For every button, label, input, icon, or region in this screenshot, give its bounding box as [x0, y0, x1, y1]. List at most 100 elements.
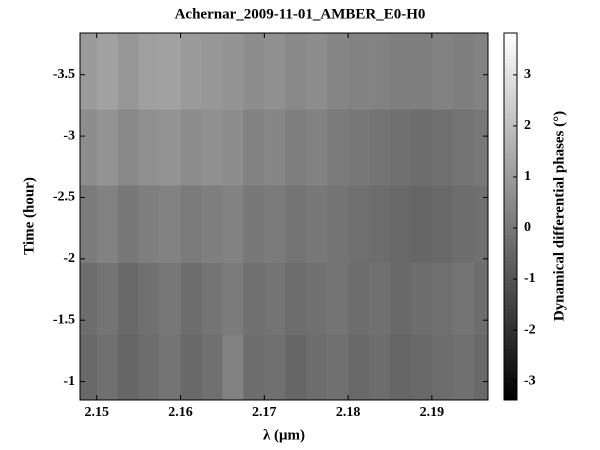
heatmap-cell: [201, 185, 223, 263]
heatmap-cell: [159, 334, 181, 400]
x-axis-label: λ (μm): [263, 427, 305, 443]
colorbar-step: [504, 275, 517, 280]
colorbar-step: [504, 168, 517, 173]
colorbar-step: [504, 157, 517, 162]
colorbar-step: [504, 190, 517, 195]
heatmap-cell: [243, 262, 265, 336]
colorbar-tick-label: 1: [524, 169, 531, 184]
heatmap-cell: [452, 33, 475, 110]
heatmap-cell: [473, 262, 488, 336]
colorbar-step: [504, 66, 517, 71]
heatmap-cell: [410, 33, 433, 110]
heatmap-cell: [369, 33, 391, 110]
x-tick-label: 2.16: [168, 405, 193, 420]
heatmap-cell: [327, 334, 349, 400]
colorbar-step: [504, 249, 517, 254]
heatmap-cell: [473, 109, 488, 186]
colorbar-step: [504, 106, 517, 111]
heatmap-cell: [452, 109, 475, 186]
heatmap-cell: [431, 334, 454, 400]
colorbar-step: [504, 113, 517, 118]
colorbar-step: [504, 124, 517, 129]
colorbar-step: [504, 62, 517, 67]
heatmap-cell: [159, 33, 181, 110]
colorbar-tick-label: -2: [524, 322, 536, 337]
colorbar-step: [504, 278, 517, 284]
colorbar-step: [504, 271, 517, 276]
colorbar-step: [504, 150, 517, 155]
colorbar-step: [504, 84, 517, 89]
colorbar-step: [504, 385, 517, 390]
heatmap-cell: [222, 334, 244, 400]
heatmap-cell: [201, 334, 223, 400]
colorbar-step: [504, 179, 517, 184]
heatmap-cell: [264, 334, 286, 400]
heatmap-cell: [369, 185, 391, 263]
heatmap-cell: [285, 334, 307, 400]
colorbar-step: [504, 58, 517, 63]
heatmap-cell: [369, 334, 391, 400]
y-tick-label: -3: [63, 128, 75, 143]
heatmap-cell: [201, 33, 223, 110]
colorbar-step: [504, 77, 517, 82]
colorbar-step: [504, 330, 517, 335]
heatmap-cell: [452, 262, 475, 336]
heatmap-cell: [327, 33, 349, 110]
heatmap-cell: [285, 185, 307, 263]
colorbar-step: [504, 370, 517, 375]
colorbar-step: [504, 242, 517, 247]
colorbar-step: [504, 80, 517, 85]
heatmap-cell: [473, 33, 488, 110]
heatmap-cell: [80, 185, 98, 263]
heatmap-cell: [80, 109, 98, 186]
colorbar-step: [504, 256, 517, 262]
heatmap-cell: [243, 185, 265, 263]
heatmap-cell: [264, 33, 286, 110]
heatmap-cell: [348, 109, 370, 186]
heatmap-cell: [410, 262, 433, 336]
colorbar-step: [504, 187, 517, 192]
heatmap-cell: [306, 185, 328, 263]
heatmap-cell: [264, 262, 286, 336]
y-tick-label: -1.5: [53, 312, 75, 327]
heatmap-cells: [80, 33, 488, 400]
heatmap-cell: [222, 262, 244, 336]
colorbar-step: [504, 289, 517, 295]
colorbar-step: [504, 91, 517, 96]
colorbar-step: [504, 344, 517, 350]
heatmap-cell: [327, 109, 349, 186]
colorbar-step: [504, 198, 517, 203]
colorbar-step: [504, 231, 517, 236]
colorbar-step: [504, 388, 517, 394]
heatmap-cell: [285, 33, 307, 110]
colorbar-tick-label: 3: [524, 67, 531, 82]
colorbar-step: [504, 355, 517, 361]
colorbar-step: [504, 121, 517, 126]
heatmap-cell: [389, 334, 412, 400]
heatmap-cell: [410, 185, 433, 263]
colorbar-step: [504, 135, 517, 140]
colorbar-step: [504, 333, 517, 339]
colorbar-step: [504, 88, 517, 93]
colorbar-step: [504, 51, 517, 56]
colorbar-step: [504, 40, 517, 45]
colorbar-step: [504, 36, 517, 41]
colorbar-tick-label: 0: [524, 220, 531, 235]
heatmap-cell: [201, 262, 223, 336]
heatmap-cell: [473, 185, 488, 263]
heatmap-cell: [180, 109, 202, 186]
colorbar-step: [504, 352, 517, 357]
colorbar-step: [504, 348, 517, 353]
colorbar-step: [504, 176, 517, 181]
colorbar-step: [504, 300, 517, 306]
colorbar-step: [504, 73, 517, 78]
heatmap-cell: [306, 262, 328, 336]
colorbar-step: [504, 33, 517, 38]
x-tick-label: 2.18: [336, 405, 361, 420]
heatmap-cell: [389, 33, 412, 110]
x-tick-label: 2.15: [85, 405, 110, 420]
colorbar-step: [504, 47, 517, 52]
heatmap-cell: [138, 109, 160, 186]
y-axis-label: Time (hour): [21, 177, 37, 255]
